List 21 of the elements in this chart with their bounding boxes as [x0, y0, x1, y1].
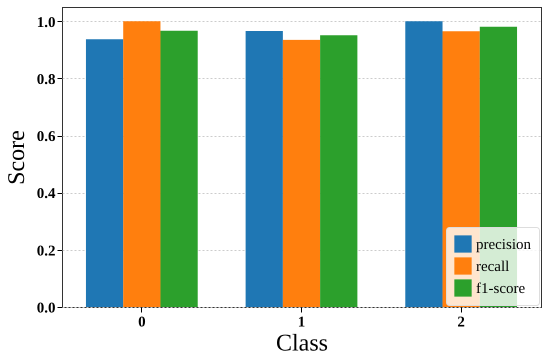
y-tick-label: 0.2	[36, 243, 56, 260]
bar	[405, 21, 443, 307]
x-tick-label: 1	[298, 314, 306, 330]
bar	[320, 35, 358, 307]
y-tick-label: 0.0	[36, 300, 56, 316]
x-tick-label: 0	[138, 314, 146, 330]
bar	[246, 31, 283, 307]
y-axis-title: Score	[4, 130, 30, 185]
y-tick-label: 0.6	[36, 129, 56, 146]
legend-label: recall	[476, 259, 510, 275]
bar	[160, 30, 198, 307]
bar	[86, 39, 124, 307]
y-tick-label: 0.8	[36, 72, 56, 88]
x-tick-label: 2	[457, 314, 465, 330]
legend-label: precision	[476, 237, 532, 253]
x-axis-title: Class	[276, 330, 328, 356]
bar	[282, 40, 320, 307]
legend-label: f1-score	[476, 281, 526, 297]
y-tick-label: 1.0	[36, 14, 56, 31]
y-tick-label: 0.4	[36, 186, 56, 202]
bar	[123, 21, 160, 307]
